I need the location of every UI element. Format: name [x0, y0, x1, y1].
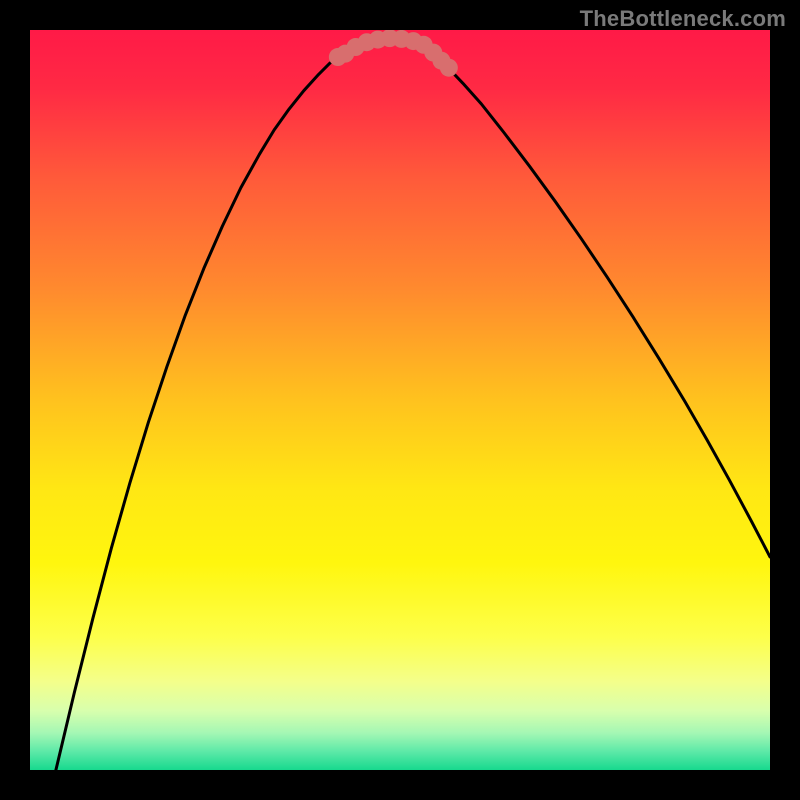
watermark-text: TheBottleneck.com	[580, 6, 786, 32]
gradient-background	[30, 30, 770, 770]
valley-dot	[440, 59, 458, 77]
plot-area	[30, 30, 770, 770]
chart-frame: TheBottleneck.com	[0, 0, 800, 800]
bottleneck-curve-chart	[30, 30, 770, 770]
